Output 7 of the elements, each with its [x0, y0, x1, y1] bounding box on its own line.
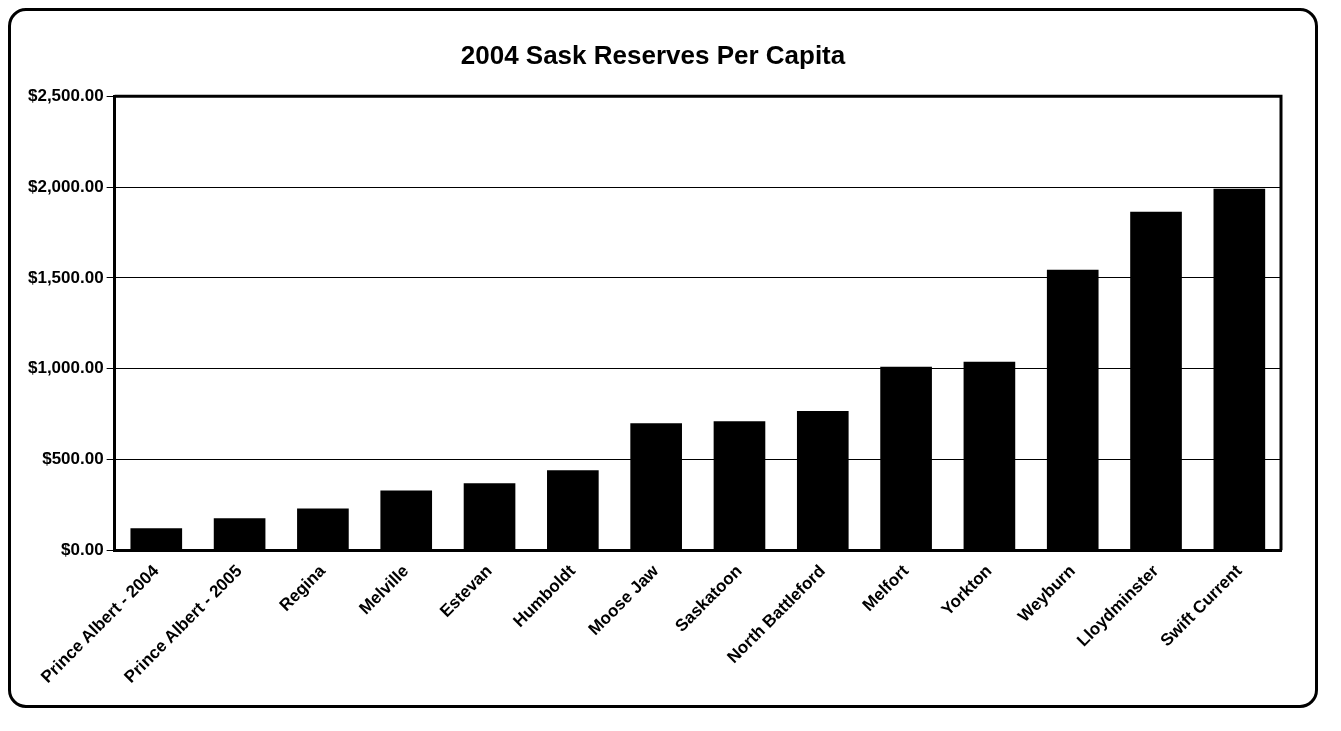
- y-tick-label: $0.00: [61, 540, 104, 560]
- y-tick-label: $1,500.00: [27, 267, 104, 287]
- chart-title: 2004 Sask Reserves Per Capita: [460, 39, 846, 70]
- y-tick-label: $2,500.00: [27, 85, 104, 105]
- y-tick-label: $500.00: [42, 449, 104, 469]
- y-tick-label: $2,000.00: [27, 176, 104, 196]
- y-tick-label: $1,000.00: [27, 358, 104, 378]
